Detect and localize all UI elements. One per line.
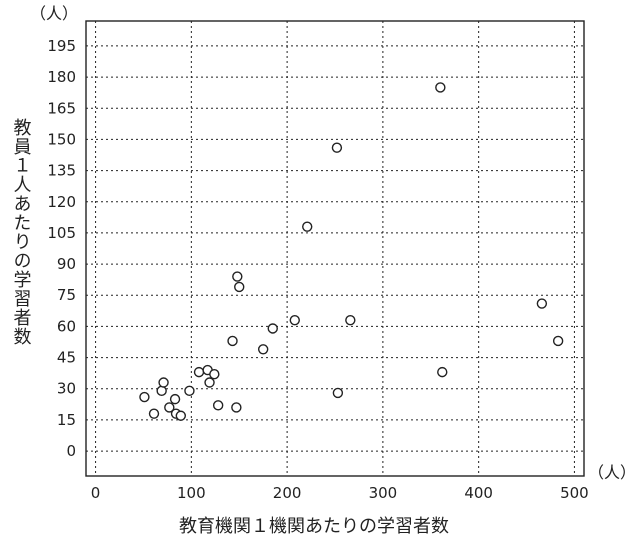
x-tick-label: 200 xyxy=(273,484,302,502)
scatter-point xyxy=(139,391,150,403)
scatter-point xyxy=(231,402,242,413)
y-tick-label: 90 xyxy=(57,255,76,273)
y-axis-unit: （人） xyxy=(30,4,78,23)
scatter-point xyxy=(158,377,169,388)
x-tick-label: 0 xyxy=(91,484,101,502)
scatter-point xyxy=(184,385,195,397)
scatter-point xyxy=(536,298,548,309)
y-tick-label: 15 xyxy=(57,411,76,429)
scatter-point xyxy=(169,393,181,405)
scatter-point xyxy=(332,387,344,399)
x-axis-label: 教育機関１機関あたりの学習者数 xyxy=(179,516,449,537)
scatter-point xyxy=(148,408,160,419)
scatter-point xyxy=(302,221,313,232)
grid-lines xyxy=(86,21,584,476)
scatter-point xyxy=(257,344,269,355)
x-tick-label: 300 xyxy=(369,484,398,502)
scatter-point xyxy=(209,368,220,380)
y-tick-label: 180 xyxy=(47,68,76,86)
x-tick-label: 400 xyxy=(464,484,493,502)
x-tick-label: 100 xyxy=(177,484,206,502)
scatter-point xyxy=(232,271,243,282)
scatter-point xyxy=(175,410,187,421)
y-tick-label: 30 xyxy=(57,380,76,398)
y-tick-label: 105 xyxy=(47,224,76,242)
scatter-point xyxy=(331,142,343,153)
scatter-point xyxy=(437,366,448,378)
y-tick-label: 120 xyxy=(47,193,76,211)
tick-labels: 0 100 200 300 400 500 0 15 30 45 60 75 90 105 120 135 15… xyxy=(47,37,588,502)
scatter-point xyxy=(204,377,215,388)
scatter-point xyxy=(164,402,175,413)
scatter-point xyxy=(227,335,238,347)
y-tick-label: 195 xyxy=(47,37,76,55)
y-tick-label: 45 xyxy=(57,349,76,367)
x-tick-label: 500 xyxy=(560,484,589,502)
y-tick-label: 135 xyxy=(47,162,76,180)
plot-frame xyxy=(85,20,585,477)
y-tick-label: 0 xyxy=(66,442,76,460)
data-points xyxy=(139,82,564,421)
scatter-point xyxy=(345,314,356,326)
y-tick-label: 165 xyxy=(47,99,76,117)
y-tick-label: 60 xyxy=(57,317,76,335)
x-axis-unit: （人） xyxy=(588,463,636,482)
scatter-point xyxy=(289,314,300,326)
scatter-point xyxy=(212,400,224,411)
scatter-point xyxy=(193,366,205,378)
scatter-point xyxy=(267,323,278,334)
scatter-point xyxy=(435,82,446,93)
y-axis-label: 教員１人あたりの学習者数 xyxy=(11,118,32,346)
scatter-point xyxy=(234,281,245,293)
y-tick-label: 150 xyxy=(47,130,76,148)
scatter-point xyxy=(156,385,167,397)
scatter-point xyxy=(552,335,564,347)
y-tick-label: 75 xyxy=(57,286,76,304)
